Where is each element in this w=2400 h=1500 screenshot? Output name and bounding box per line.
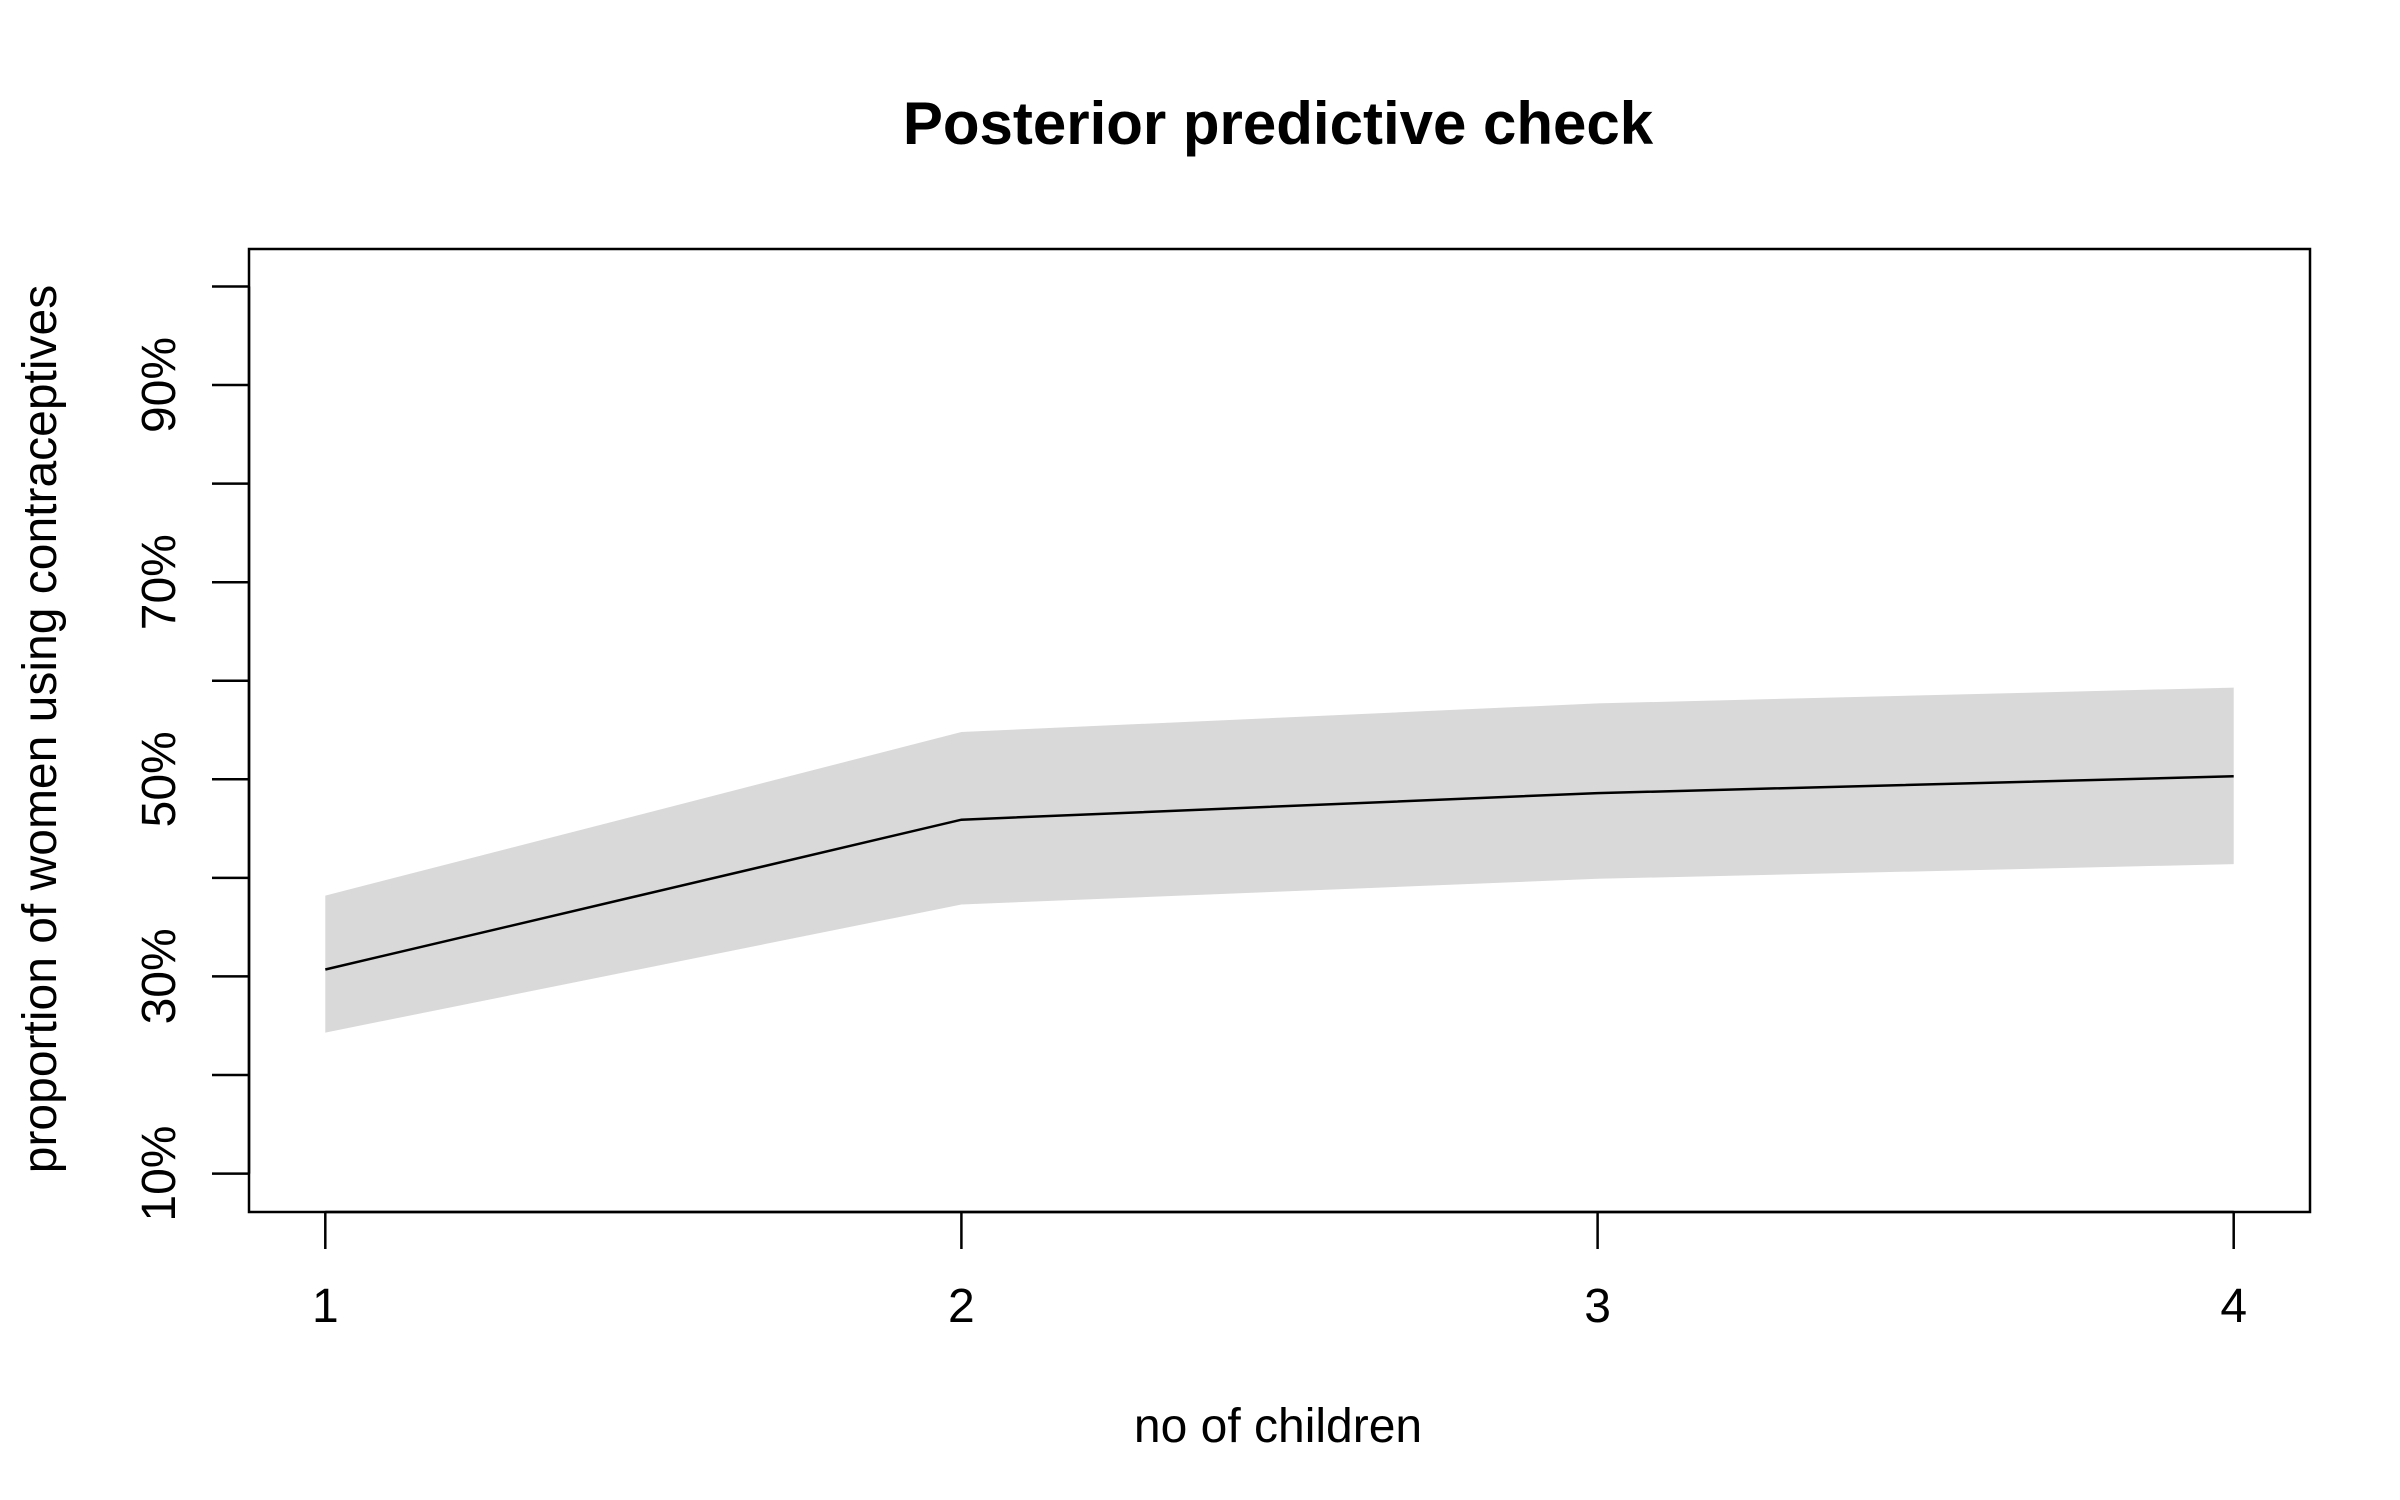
x-tick-label: 3 — [1584, 1280, 1611, 1333]
x-tick-label: 2 — [948, 1280, 975, 1333]
x-axis: 1 2 3 4 — [312, 1210, 2247, 1333]
y-axis: 10% 30% 50% 70% 90% — [133, 285, 251, 1222]
x-tick-label: 4 — [2220, 1280, 2247, 1333]
y-axis-label: proportion of women using contraceptives — [14, 285, 67, 1174]
chart-title: Posterior predictive check — [903, 90, 1654, 157]
x-axis-label: no of children — [1134, 1400, 1422, 1453]
credible-band-layer — [325, 687, 2234, 1033]
y-tick-label: 30% — [133, 928, 186, 1024]
series-line — [325, 775, 2234, 971]
x-tick-label: 1 — [312, 1280, 339, 1333]
y-tick-label: 50% — [133, 731, 186, 827]
credible-band — [325, 687, 2234, 1033]
y-tick-label: 10% — [133, 1126, 186, 1222]
series-line-layer — [325, 775, 2234, 971]
y-tick-label: 90% — [133, 337, 186, 433]
y-tick-label: 70% — [133, 534, 186, 630]
